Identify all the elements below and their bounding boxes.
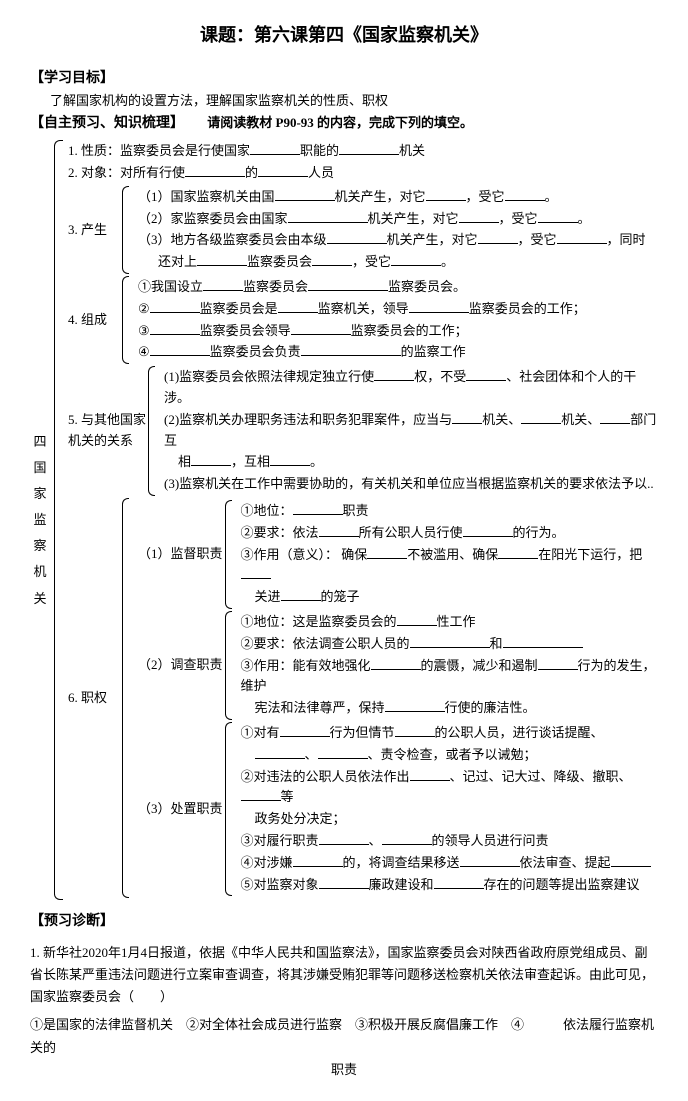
brace-5 [148, 366, 160, 496]
question-1-options-2: 职责 [30, 1059, 658, 1081]
question-1: 1. 新华社2020年1月4日报道，依据《中华人民共和国监察法》，国家监察委员会… [30, 942, 658, 1008]
item-4-label: 4. 组成 [68, 276, 122, 364]
brace-6-1 [225, 500, 237, 609]
section-3-header: 【预习诊断】 [30, 910, 658, 934]
brace-6-2 [225, 611, 237, 720]
section-1-text: 了解国家机构的设置方法，理解国家监察机关的性质、职权 [50, 90, 658, 112]
section-2-header: 【自主预习、知识梳理】 请阅读教材 P90-93 的内容，完成下列的填空。 [30, 112, 658, 136]
item-5-label: 5. 与其他国家机关的关系 [68, 366, 148, 496]
item-4: 4. 组成 ①我国设立监察委员会监察委员会。 ②监察委员会是监察机关，领导监察委… [68, 276, 658, 364]
item-5: 5. 与其他国家机关的关系 (1)监察委员会依照法律规定独立行使权，不受、社会团… [68, 366, 658, 496]
doc-title: 课题：第六课第四《国家监察机关》 [30, 20, 658, 51]
item-1: 1. 性质：监察委员会是行使国家职能的机关 [68, 141, 658, 162]
item-6-label: 6. 职权 [68, 498, 122, 898]
item-2: 2. 对象：对所有行使的人员 [68, 163, 658, 184]
brace-3 [122, 186, 134, 274]
question-1-options: ①是国家的法律监督机关 ②对全体社会成员进行监察 ③积极开展反腐倡廉工作 ④ 依… [30, 1014, 658, 1058]
item-3: 3. 产生 （1）国家监察机关由国机关产生，对它，受它。 （2）家监察委员会由国… [68, 186, 658, 274]
s2-sub: 请阅读教材 P90-93 的内容，完成下列的填空。 [207, 115, 473, 130]
s2-title: 【自主预习、知识梳理】 [30, 116, 184, 131]
section-1-header: 【学习目标】 [30, 67, 658, 91]
item-6-1: （1）监督职责 ①地位：职责 ②要求：依法所有公职人员行使的行为。 ③作用（意义… [138, 500, 658, 609]
main-content: 1. 性质：监察委员会是行使国家职能的机关 2. 对象：对所有行使的人员 3. … [68, 140, 658, 900]
outline-wrap: 四国家监察机关 1. 性质：监察委员会是行使国家职能的机关 2. 对象：对所有行… [30, 140, 658, 900]
brace-6 [122, 498, 134, 898]
item-6: 6. 职权 （1）监督职责 ①地位：职责 ②要求：依法所有公职人员行使的行为。 … [68, 498, 658, 898]
item-3-label: 3. 产生 [68, 186, 122, 274]
main-brace [52, 140, 64, 900]
item-6-3: （3）处置职责 ①对有行为但情节的公职人员，进行谈话提醒、 、、责令检查，或者予… [138, 722, 658, 896]
brace-4 [122, 276, 134, 364]
left-vertical-label: 四国家监察机关 [30, 140, 50, 900]
item-6-2: （2）调查职责 ①地位：这是监察委员会的性工作 ②要求：依法调查公职人员的和 ③… [138, 611, 658, 720]
brace-6-3 [225, 722, 237, 896]
